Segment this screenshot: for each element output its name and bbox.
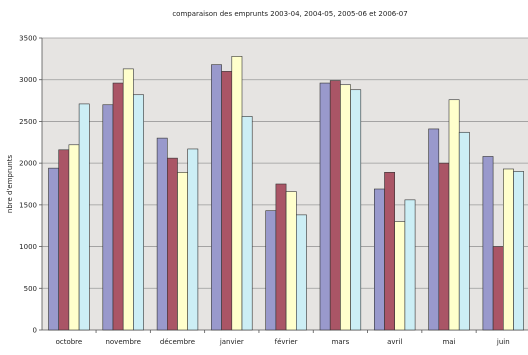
y-tick-label: 500 xyxy=(24,285,37,293)
x-tick-label: février xyxy=(275,338,298,346)
bar xyxy=(187,148,199,331)
bar xyxy=(231,56,243,331)
bar xyxy=(221,71,233,331)
x-tick-label: octobre xyxy=(56,338,83,346)
bar xyxy=(68,144,80,331)
y-tick-label: 0 xyxy=(33,327,37,335)
bar xyxy=(384,172,395,331)
bar xyxy=(78,103,90,331)
x-tick-label: avril xyxy=(387,338,402,346)
y-tick-label: 2500 xyxy=(19,118,37,126)
y-tick-label: 2000 xyxy=(19,160,37,168)
bar xyxy=(58,149,70,331)
bar xyxy=(404,199,416,331)
x-tick-label: mai xyxy=(442,338,455,346)
plot-area: 0 500 1000 1500 2000 2500 3000 3500 octobre novem… xyxy=(19,35,528,346)
x-tick-label: mars xyxy=(332,338,350,346)
bar xyxy=(48,167,59,331)
y-tick-label: 1500 xyxy=(19,201,37,209)
chart-title: comparaison des emprunts 2003-04, 2004-0… xyxy=(172,10,407,18)
bar xyxy=(112,82,124,331)
bar xyxy=(350,89,362,331)
bar xyxy=(265,210,277,331)
bar xyxy=(285,191,297,331)
bar xyxy=(394,221,406,331)
x-tick-label: janvier xyxy=(219,338,244,346)
bar xyxy=(438,162,450,331)
bar xyxy=(241,116,253,331)
bar xyxy=(102,104,114,331)
bar xyxy=(211,64,222,331)
bar xyxy=(448,99,460,331)
bar xyxy=(167,157,178,331)
bar xyxy=(319,82,331,331)
x-tick-label: décembre xyxy=(160,338,195,346)
bar xyxy=(428,128,440,331)
bar xyxy=(458,131,470,331)
y-tick-label: 1000 xyxy=(19,243,37,251)
x-tick-label: juin xyxy=(496,338,510,346)
y-tick-label: 3000 xyxy=(19,76,37,84)
y-tick-label: 3500 xyxy=(19,35,37,43)
x-tick-label: novembre xyxy=(105,338,140,346)
bar xyxy=(482,156,494,331)
bar xyxy=(340,84,351,331)
bar xyxy=(295,214,307,331)
bar xyxy=(177,172,188,331)
bar xyxy=(275,183,287,331)
bar xyxy=(513,171,524,331)
bar xyxy=(133,94,144,331)
bar xyxy=(156,137,168,331)
bar xyxy=(502,168,514,331)
bar xyxy=(492,246,504,331)
bar xyxy=(329,80,341,331)
bar xyxy=(373,188,385,331)
y-axis-label: nbre d'emprunts xyxy=(6,155,14,214)
bar xyxy=(122,68,134,331)
